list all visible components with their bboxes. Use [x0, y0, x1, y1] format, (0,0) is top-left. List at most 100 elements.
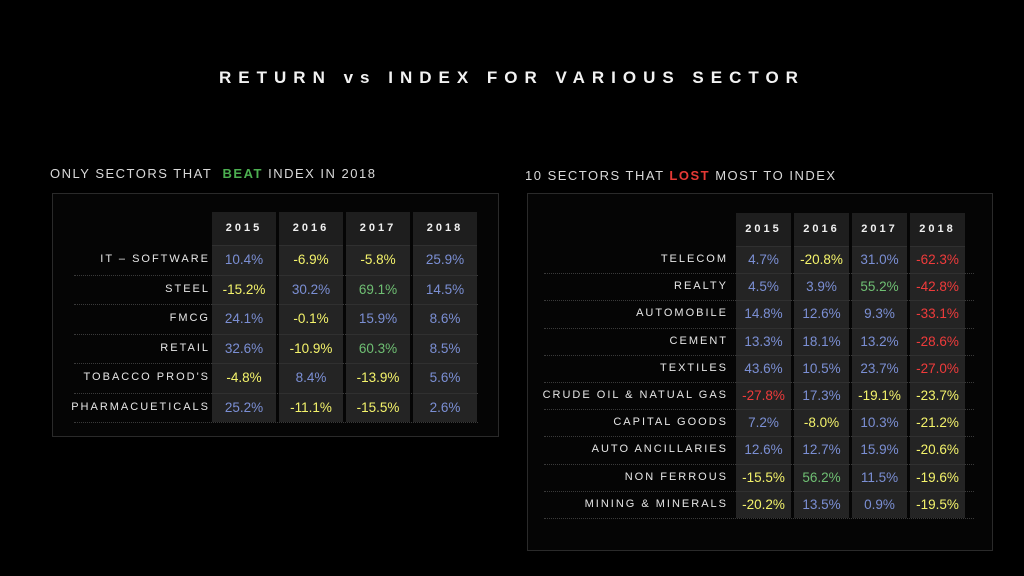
- year-column: 2015 10.4% -15.2% 24.1% 32.6% -4.8% 25.2%: [212, 212, 276, 422]
- row-label: TEXTILES: [660, 361, 728, 374]
- row-label: CRUDE OIL & NATUAL GAS: [542, 389, 728, 401]
- value-cell: 2.6%: [413, 392, 477, 423]
- row-label: REALTY: [674, 280, 728, 293]
- value-cell: 32.6%: [212, 333, 276, 364]
- row-label: RETAIL: [160, 341, 210, 354]
- year-header: 2016: [279, 212, 343, 245]
- value-cell: 9.3%: [852, 300, 907, 327]
- value-cell: 25.9%: [413, 245, 477, 275]
- value-cell: 10.5%: [794, 354, 849, 382]
- left-heading-pre: ONLY SECTORS THAT: [50, 166, 213, 181]
- row-label: CAPITAL GOODS: [613, 416, 728, 429]
- value-cell: 56.2%: [794, 463, 849, 491]
- value-cell: 30.2%: [279, 274, 343, 305]
- value-cell: 0.9%: [852, 490, 907, 518]
- table-row: [74, 275, 478, 305]
- value-cell: -4.8%: [212, 363, 276, 393]
- value-cell: -33.1%: [910, 300, 965, 327]
- right-heading-pre: 10 SECTORS THAT: [525, 168, 665, 183]
- right-heading: 10 SECTORS THAT LOST MOST TO INDEX: [525, 168, 837, 183]
- value-cell: 31.0%: [852, 246, 907, 273]
- value-cell: 17.3%: [794, 382, 849, 409]
- value-cell: -20.2%: [736, 490, 791, 518]
- row-label: TOBACCO PROD'S: [83, 371, 210, 383]
- value-cell: 23.7%: [852, 354, 907, 382]
- row-label: CEMENT: [669, 334, 728, 347]
- left-heading-post: INDEX IN 2018: [268, 166, 377, 181]
- row-label: TELECOM: [660, 253, 728, 265]
- row-label: AUTO ANCILLARIES: [591, 443, 728, 456]
- row-label: STEEL: [165, 282, 210, 295]
- value-cell: 24.1%: [212, 304, 276, 334]
- left-heading: ONLY SECTORS THAT BEAT INDEX IN 2018: [50, 166, 376, 181]
- year-column: 2017 31.0% 55.2% 9.3% 13.2% 23.7% -19.1% 10.3% 1…: [852, 213, 907, 518]
- value-cell: 13.2%: [852, 327, 907, 355]
- value-cell: 43.6%: [736, 354, 791, 382]
- value-cell: -0.1%: [279, 304, 343, 334]
- value-cell: -10.9%: [279, 333, 343, 364]
- value-cell: -27.8%: [736, 382, 791, 409]
- value-cell: 15.9%: [852, 436, 907, 463]
- value-cell: -19.6%: [910, 463, 965, 491]
- value-cell: -62.3%: [910, 246, 965, 273]
- value-cell: 8.4%: [279, 363, 343, 393]
- value-cell: -15.2%: [212, 274, 276, 305]
- value-cell: 18.1%: [794, 327, 849, 355]
- value-cell: 14.5%: [413, 274, 477, 305]
- value-cell: -6.9%: [279, 245, 343, 275]
- value-cell: -27.0%: [910, 354, 965, 382]
- value-cell: -8.0%: [794, 409, 849, 436]
- row-label: FMCG: [169, 312, 210, 324]
- year-header: 2018: [413, 212, 477, 245]
- value-cell: 10.4%: [212, 245, 276, 275]
- value-cell: 4.5%: [736, 273, 791, 300]
- value-cell: 12.6%: [736, 436, 791, 463]
- table-row: [74, 393, 478, 423]
- year-header: 2016: [794, 213, 849, 246]
- value-cell: -20.6%: [910, 436, 965, 463]
- year-column: 2015 4.7% 4.5% 14.8% 13.3% 43.6% -27.8% 7.2% 12.…: [736, 213, 791, 518]
- value-cell: -15.5%: [736, 463, 791, 491]
- value-cell: -19.1%: [852, 382, 907, 409]
- table-row: [74, 304, 478, 335]
- value-cell: -11.1%: [279, 392, 343, 423]
- year-column: 2018 -62.3% -42.8% -33.1% -28.6% -27.0% -23.7%…: [910, 213, 965, 518]
- value-cell: 25.2%: [212, 392, 276, 423]
- value-cell: -28.6%: [910, 327, 965, 355]
- value-cell: -15.5%: [346, 392, 410, 423]
- value-cell: 4.7%: [736, 246, 791, 273]
- year-column: 2018 25.9% 14.5% 8.6% 8.5% 5.6% 2.6%: [413, 212, 477, 422]
- value-cell: 60.3%: [346, 333, 410, 364]
- value-cell: -13.9%: [346, 363, 410, 393]
- row-label: NON FERROUS: [624, 470, 728, 483]
- value-cell: 13.5%: [794, 490, 849, 518]
- value-cell: -42.8%: [910, 273, 965, 300]
- table-row: [74, 245, 478, 276]
- value-cell: 69.1%: [346, 274, 410, 305]
- value-cell: -23.7%: [910, 382, 965, 409]
- value-cell: 8.5%: [413, 333, 477, 364]
- value-cell: 12.6%: [794, 300, 849, 327]
- year-header: 2015: [212, 212, 276, 245]
- value-cell: 8.6%: [413, 304, 477, 334]
- left-table: IT – SOFTWARE STEEL FMCG RETAIL TOBACCO PROD…: [68, 212, 478, 423]
- row-label: AUTOMOBILE: [636, 307, 728, 320]
- value-cell: 15.9%: [346, 304, 410, 334]
- value-cell: -5.8%: [346, 245, 410, 275]
- value-cell: 10.3%: [852, 409, 907, 436]
- value-cell: 14.8%: [736, 300, 791, 327]
- right-heading-post: MOST TO INDEX: [715, 168, 837, 183]
- table-row: [74, 363, 478, 394]
- value-cell: 11.5%: [852, 463, 907, 491]
- right-table: TELECOM REALTY AUTOMOBILE CEMENT TEXTILES CRU…: [538, 213, 974, 519]
- year-column: 2017 -5.8% 69.1% 15.9% 60.3% -13.9% -15.5%: [346, 212, 410, 422]
- value-cell: 13.3%: [736, 327, 791, 355]
- value-cell: 12.7%: [794, 436, 849, 463]
- value-cell: 5.6%: [413, 363, 477, 393]
- value-cell: -19.5%: [910, 490, 965, 518]
- year-header: 2017: [346, 212, 410, 245]
- value-cell: 7.2%: [736, 409, 791, 436]
- value-cell: -20.8%: [794, 246, 849, 273]
- row-label: MINING & MINERALS: [584, 497, 728, 510]
- year-column: 2016 -20.8% 3.9% 12.6% 18.1% 10.5% 17.3% -8.0% 1…: [794, 213, 849, 518]
